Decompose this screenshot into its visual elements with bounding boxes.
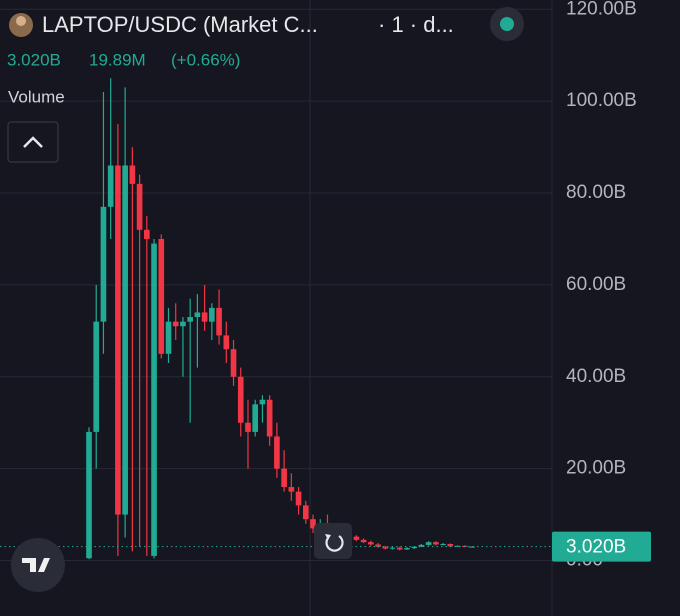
candle-body: [122, 165, 128, 515]
candle-body: [216, 307, 222, 336]
candle-body: [165, 321, 172, 354]
chevron-icon: [23, 136, 43, 148]
candle-body: [143, 229, 150, 239]
last-price-label: 3.020B: [566, 537, 626, 558]
logo-mark: [22, 558, 50, 572]
candle-body: [209, 307, 215, 322]
candle-body: [425, 542, 432, 545]
candle-body: [418, 544, 425, 547]
candle-body: [389, 547, 396, 549]
candle-body: [129, 165, 136, 184]
candle-body: [237, 376, 244, 423]
y-tick-label: 20.00B: [566, 458, 626, 479]
price-axis: 0.0020.00B40.00B60.00B80.00B100.00B120.0…: [552, 0, 651, 571]
logo[interactable]: [11, 538, 65, 592]
candle-body: [180, 321, 186, 327]
candle-body: [201, 312, 208, 322]
candle-body: [360, 539, 367, 543]
candle-body: [158, 238, 165, 354]
last-price-box: [552, 531, 651, 562]
candle-body: [440, 543, 446, 545]
candle-body: [302, 505, 309, 520]
candle-body: [266, 399, 273, 437]
candle-body: [172, 321, 179, 327]
y-tick-label: 40.00B: [566, 366, 626, 387]
last-price-text: 3.020B: [7, 50, 61, 69]
volume-pane-label: Volume: [8, 87, 65, 106]
candle-body: [100, 206, 107, 322]
candle-body: [115, 165, 121, 515]
interval[interactable]: · 1 · d...: [378, 12, 454, 37]
candle-body: [230, 349, 237, 377]
candle-body: [187, 317, 193, 322]
candle-body: [93, 321, 100, 432]
grid: [0, 0, 553, 616]
candle-body: [447, 543, 454, 547]
candle-body: [396, 547, 403, 550]
avatar-face: [16, 16, 26, 26]
candle-body: [151, 243, 157, 556]
candle-body: [368, 542, 374, 545]
y-tick-label: 120.00B: [566, 0, 637, 19]
collapse-button[interactable]: [7, 121, 59, 163]
candle-body: [281, 468, 287, 488]
plot: [0, 78, 552, 560]
candle-body: [469, 546, 475, 548]
candle-body: [295, 491, 302, 506]
candle-body: [245, 422, 251, 432]
candle-body: [404, 548, 410, 550]
reset-button[interactable]: [314, 523, 352, 559]
candle-body: [223, 335, 230, 350]
candle-body: [433, 542, 439, 545]
candle-body: [194, 312, 201, 318]
reset-icon: [325, 535, 344, 552]
y-tick-label: 60.00B: [566, 274, 626, 295]
candle-body: [382, 546, 389, 549]
candle-body: [252, 404, 259, 432]
candle-body: [310, 519, 316, 529]
volume-text: 19.89M: [89, 50, 146, 69]
candle-body: [274, 436, 280, 469]
y-tick-label: 80.00B: [566, 182, 626, 203]
candle-body: [86, 431, 92, 559]
y-tick-label: 100.00B: [566, 90, 637, 111]
status-dot: [500, 17, 514, 31]
candle-body: [136, 183, 143, 230]
candle-body: [411, 546, 418, 549]
change-text: (+0.66%): [171, 50, 240, 69]
reset-icon-arrow: [325, 534, 331, 540]
candle-body: [454, 545, 461, 547]
candle-body: [353, 536, 360, 540]
candle-body: [259, 399, 266, 405]
candle-body: [375, 544, 381, 547]
symbol-title[interactable]: LAPTOP/USDC (Market C...: [42, 12, 318, 37]
candle-body: [107, 165, 114, 207]
candle-body: [288, 487, 295, 492]
